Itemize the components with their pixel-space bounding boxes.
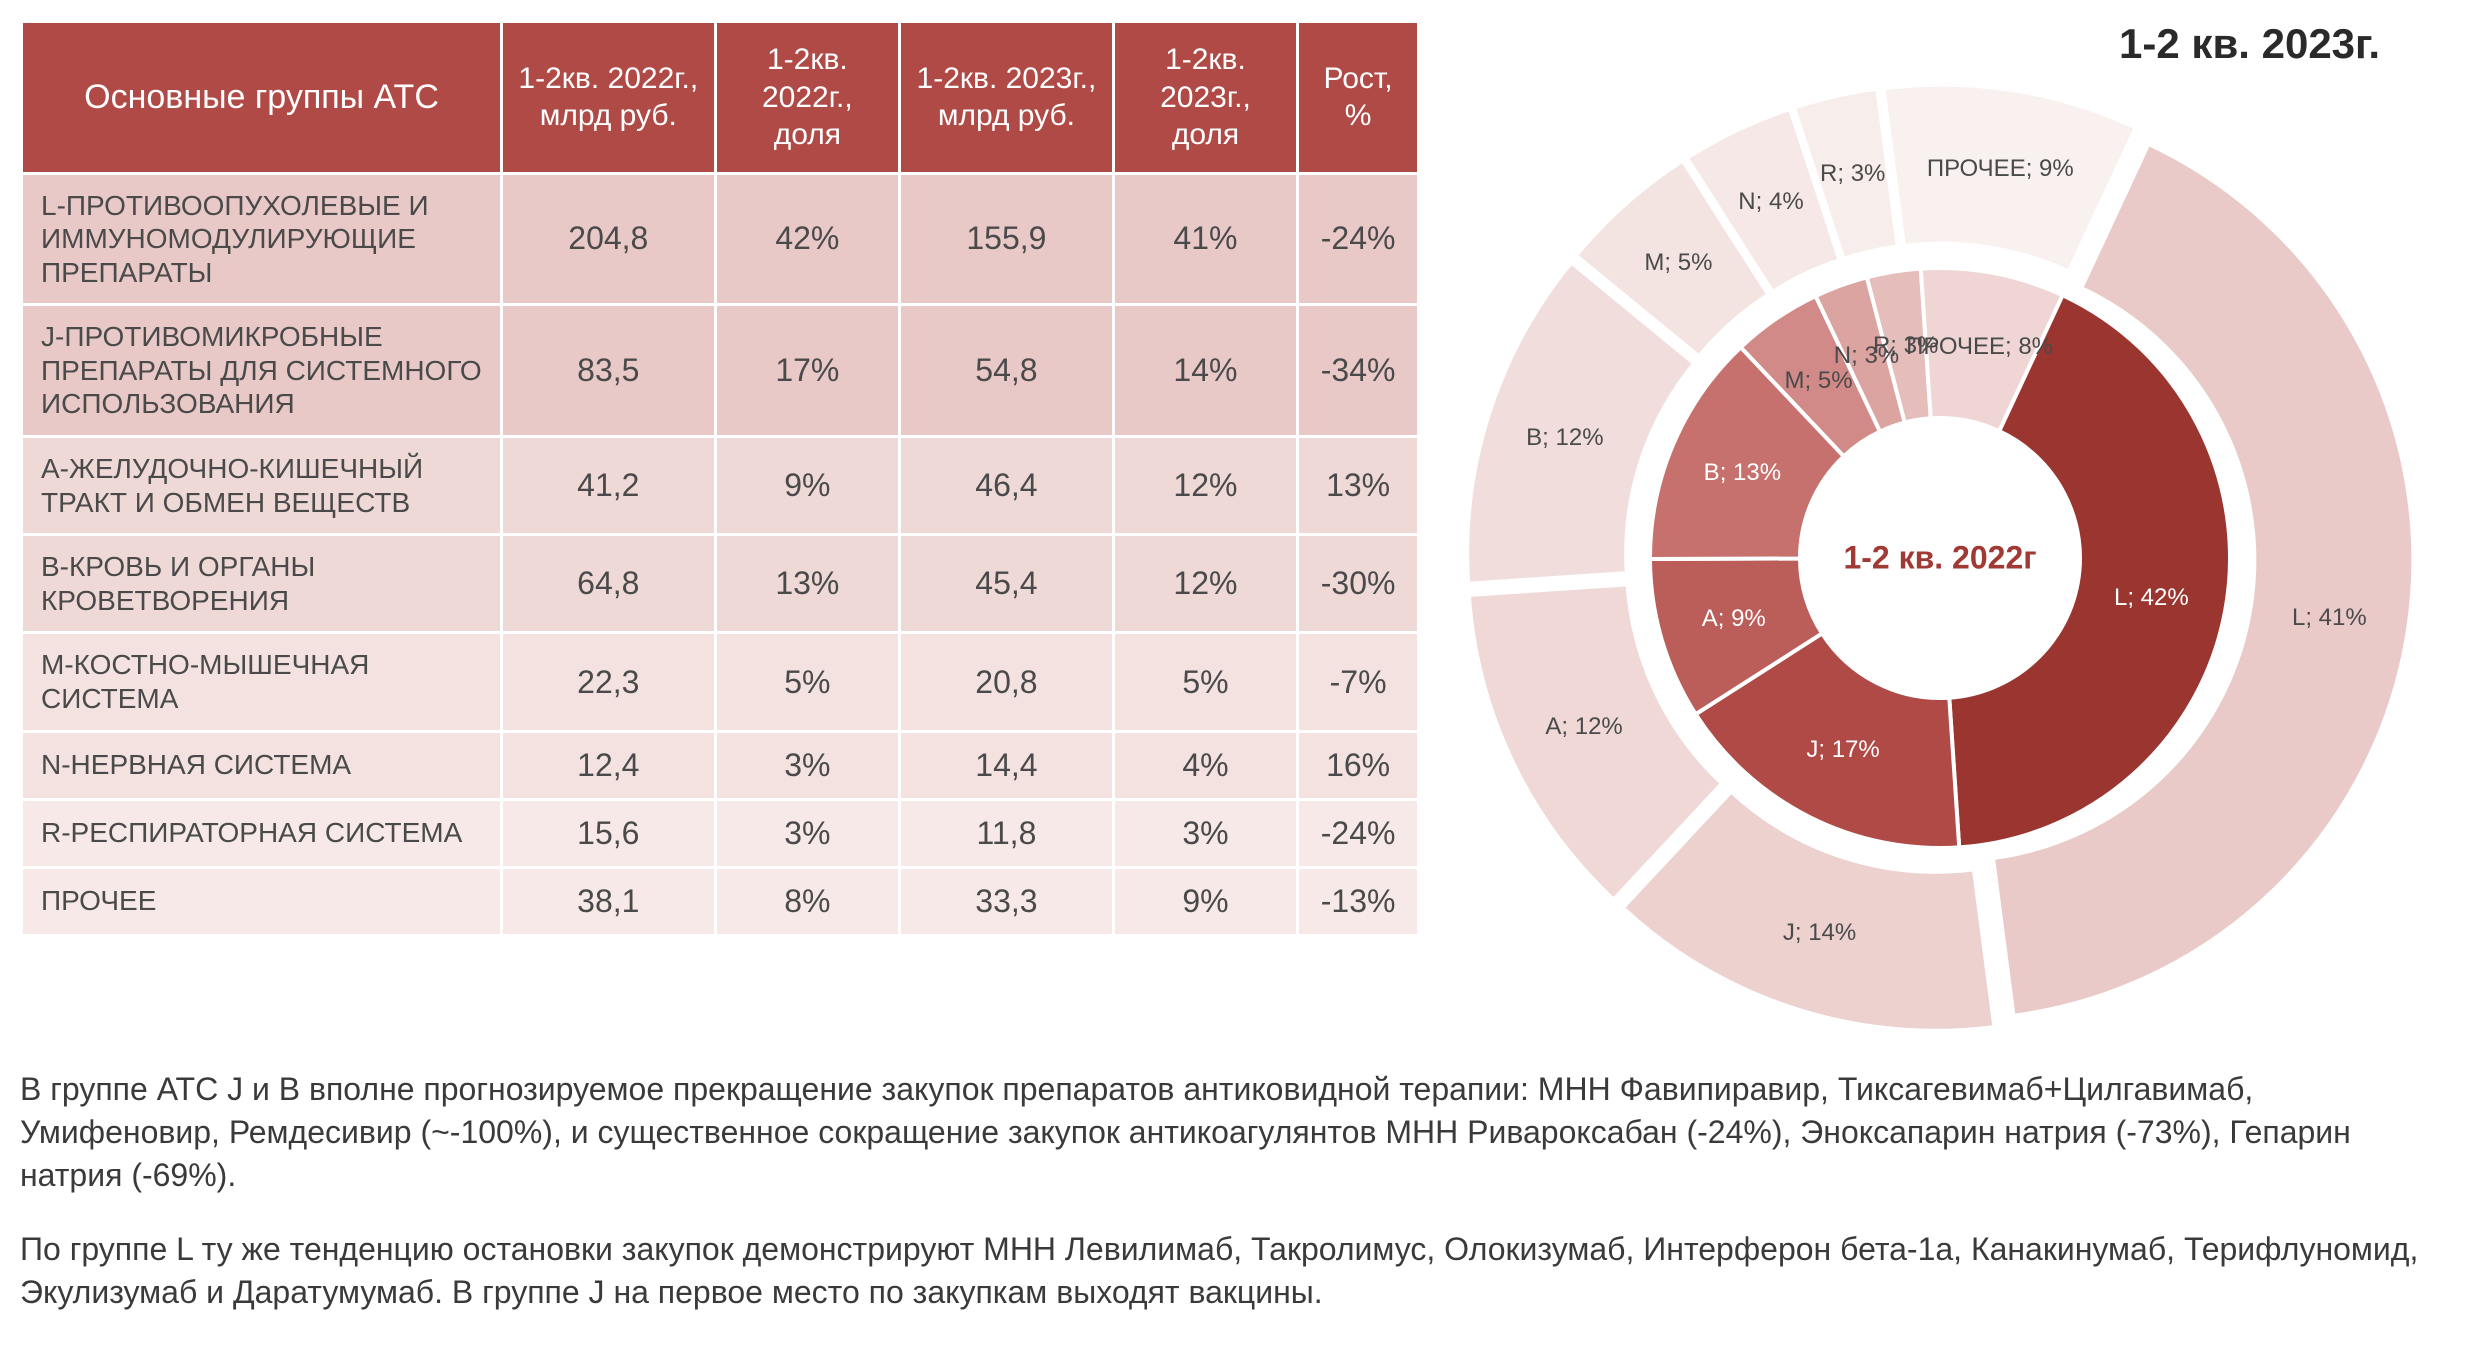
row-cell: 13% [715, 535, 899, 633]
row-cell: 46,4 [900, 437, 1114, 535]
row-label: L-ПРОТИВООПУХОЛЕВЫЕ И ИММУНОМОДУЛИРУЮЩИЕ… [22, 173, 502, 305]
row-cell: 12,4 [502, 731, 716, 799]
table-row: ПРОЧЕЕ38,18%33,39%-13% [22, 867, 1419, 935]
row-cell: 83,5 [502, 305, 716, 437]
row-cell: 64,8 [502, 535, 716, 633]
table-row: R-РЕСПИРАТОРНАЯ СИСТЕМА15,63%11,83%-24% [22, 799, 1419, 867]
row-cell: 15,6 [502, 799, 716, 867]
row-cell: -13% [1298, 867, 1419, 935]
row-cell: 9% [1113, 867, 1297, 935]
row-cell: 42% [715, 173, 899, 305]
row-cell: 3% [715, 731, 899, 799]
col-header-2022-share: 1-2кв. 2022г., доля [715, 22, 899, 174]
row-cell: 41% [1113, 173, 1297, 305]
footnote-2: По группе L ту же тенденцию остановки за… [20, 1228, 2420, 1314]
row-label: М-КОСТНО-МЫШЕЧНАЯ СИСТЕМА [22, 633, 502, 731]
donut-chart: 1-2 кв. 2022г L; 41%J; 14%A; 12%B; 12%M;… [1460, 78, 2420, 1038]
row-cell: 11,8 [900, 799, 1114, 867]
footnote-1: В группе АТС J и B вполне прогнозируемое… [20, 1068, 2420, 1198]
row-cell: 12% [1113, 535, 1297, 633]
main-layout: Основные группы АТС 1-2кв. 2022г., млрд … [20, 20, 2447, 1038]
row-cell: 4% [1113, 731, 1297, 799]
row-cell: -30% [1298, 535, 1419, 633]
table-row: В-КРОВЬ И ОРГАНЫ КРОВЕТВОРЕНИЯ64,813%45,… [22, 535, 1419, 633]
col-header-group: Основные группы АТС [22, 22, 502, 174]
row-cell: 20,8 [900, 633, 1114, 731]
row-cell: 54,8 [900, 305, 1114, 437]
row-cell: 14% [1113, 305, 1297, 437]
row-cell: 204,8 [502, 173, 716, 305]
atc-table-body: L-ПРОТИВООПУХОЛЕВЫЕ И ИММУНОМОДУЛИРУЮЩИЕ… [22, 173, 1419, 935]
atc-table: Основные группы АТС 1-2кв. 2022г., млрд … [20, 20, 1420, 937]
row-cell: 12% [1113, 437, 1297, 535]
donut-svg [1460, 78, 2420, 1038]
row-cell: 5% [715, 633, 899, 731]
col-header-2023-bln: 1-2кв. 2023г., млрд руб. [900, 22, 1114, 174]
row-cell: 13% [1298, 437, 1419, 535]
row-cell: 9% [715, 437, 899, 535]
row-label: J-ПРОТИВОМИКРОБНЫЕ ПРЕПАРАТЫ ДЛЯ СИСТЕМН… [22, 305, 502, 437]
row-label: R-РЕСПИРАТОРНАЯ СИСТЕМА [22, 799, 502, 867]
row-cell: -7% [1298, 633, 1419, 731]
chart-column: 1-2 кв. 2023г. 1-2 кв. 2022г L; 41%J; 14… [1460, 20, 2420, 1038]
donut-center-hole [1800, 418, 2080, 698]
row-cell: 17% [715, 305, 899, 437]
row-cell: 14,4 [900, 731, 1114, 799]
row-label: N-НЕРВНАЯ СИСТЕМА [22, 731, 502, 799]
table-row: М-КОСТНО-МЫШЕЧНАЯ СИСТЕМА22,35%20,85%-7% [22, 633, 1419, 731]
row-cell: 22,3 [502, 633, 716, 731]
row-cell: 45,4 [900, 535, 1114, 633]
row-cell: 3% [1113, 799, 1297, 867]
row-cell: 16% [1298, 731, 1419, 799]
row-cell: -24% [1298, 799, 1419, 867]
row-cell: 5% [1113, 633, 1297, 731]
row-cell: 8% [715, 867, 899, 935]
col-header-2023-share: 1-2кв. 2023г., доля [1113, 22, 1297, 174]
atc-table-head: Основные группы АТС 1-2кв. 2022г., млрд … [22, 22, 1419, 174]
table-row: А-ЖЕЛУДОЧНО-КИШЕЧНЫЙ ТРАКТ И ОБМЕН ВЕЩЕС… [22, 437, 1419, 535]
row-cell: -24% [1298, 173, 1419, 305]
row-cell: 33,3 [900, 867, 1114, 935]
row-cell: -34% [1298, 305, 1419, 437]
table-row: L-ПРОТИВООПУХОЛЕВЫЕ И ИММУНОМОДУЛИРУЮЩИЕ… [22, 173, 1419, 305]
col-header-2022-bln: 1-2кв. 2022г., млрд руб. [502, 22, 716, 174]
row-label: ПРОЧЕЕ [22, 867, 502, 935]
row-label: А-ЖЕЛУДОЧНО-КИШЕЧНЫЙ ТРАКТ И ОБМЕН ВЕЩЕС… [22, 437, 502, 535]
row-cell: 38,1 [502, 867, 716, 935]
row-cell: 41,2 [502, 437, 716, 535]
footnotes: В группе АТС J и B вполне прогнозируемое… [20, 1068, 2420, 1314]
row-cell: 3% [715, 799, 899, 867]
row-cell: 155,9 [900, 173, 1114, 305]
table-column: Основные группы АТС 1-2кв. 2022г., млрд … [20, 20, 1420, 937]
col-header-growth: Рост, % [1298, 22, 1419, 174]
chart-outer-title: 1-2 кв. 2023г. [1460, 20, 2380, 68]
table-row: J-ПРОТИВОМИКРОБНЫЕ ПРЕПАРАТЫ ДЛЯ СИСТЕМН… [22, 305, 1419, 437]
table-row: N-НЕРВНАЯ СИСТЕМА12,43%14,44%16% [22, 731, 1419, 799]
row-label: В-КРОВЬ И ОРГАНЫ КРОВЕТВОРЕНИЯ [22, 535, 502, 633]
